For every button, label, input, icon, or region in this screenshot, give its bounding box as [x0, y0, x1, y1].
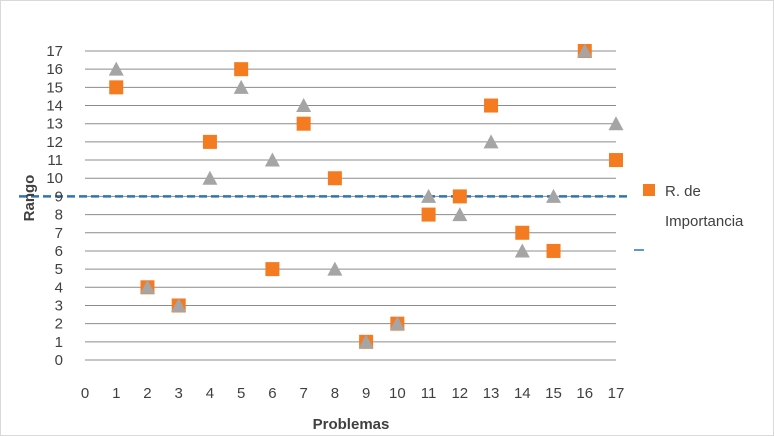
data-point-triangle — [139, 279, 155, 294]
y-tick-label: 13 — [46, 116, 63, 133]
y-tick-label: 8 — [55, 207, 63, 224]
data-point-square — [265, 262, 280, 277]
data-point-triangle — [514, 243, 530, 258]
data-point-triangle — [108, 61, 124, 76]
data-point-triangle — [452, 207, 468, 222]
y-tick-label: 12 — [46, 134, 63, 151]
x-tick-label: 1 — [112, 385, 120, 402]
y-tick-label: 15 — [46, 79, 63, 96]
data-point-triangle — [327, 261, 343, 276]
legend-label-line: R. de — [665, 183, 701, 200]
x-tick-label: 0 — [81, 385, 89, 402]
grid-lines — [85, 50, 616, 361]
data-point-square — [296, 116, 311, 131]
y-axis-title: Rango — [21, 175, 38, 222]
y-tick-label: 3 — [55, 297, 63, 314]
y-tick-label: 4 — [55, 279, 63, 296]
data-point-triangle — [358, 334, 374, 349]
legend-label-line: Importancia — [665, 213, 744, 230]
x-tick-label: 4 — [206, 385, 214, 402]
y-tick-label: 2 — [55, 316, 63, 333]
data-point-square — [609, 153, 623, 168]
y-tick-label: 5 — [55, 261, 63, 278]
x-tick-label: 12 — [451, 385, 468, 402]
y-tick-label: 17 — [46, 43, 63, 60]
x-axis-ticks: 0 1 2 3 4 5 6 7 8 9 10 11 12 13 14 15 16 17 — [81, 385, 625, 402]
data-point-triangle — [421, 188, 437, 203]
x-tick-label: 7 — [299, 385, 307, 402]
y-tick-label: 9 — [55, 188, 63, 205]
data-point-triangle — [483, 134, 499, 149]
x-tick-label: 3 — [175, 385, 183, 402]
y-tick-label: 6 — [55, 243, 63, 260]
data-point-square — [109, 80, 124, 95]
data-point-square — [546, 243, 561, 258]
data-point-square — [421, 207, 436, 222]
data-point-triangle — [577, 43, 593, 58]
data-point-square — [234, 62, 249, 77]
data-point-triangle — [296, 98, 312, 113]
x-tick-label: 15 — [545, 385, 562, 402]
x-tick-label: 16 — [576, 385, 593, 402]
x-tick-label: 8 — [331, 385, 339, 402]
legend: R. de Importancia — [634, 183, 744, 251]
data-point-square — [515, 225, 530, 240]
data-point-square — [452, 189, 467, 204]
data-points — [108, 43, 624, 349]
x-tick-label: 17 — [608, 385, 625, 402]
x-tick-label: 6 — [268, 385, 276, 402]
data-point-square — [202, 134, 217, 149]
data-point-triangle — [171, 297, 187, 312]
data-point-square — [327, 171, 342, 186]
x-tick-label: 9 — [362, 385, 370, 402]
x-tick-label: 10 — [389, 385, 406, 402]
y-tick-label: 16 — [46, 61, 63, 78]
legend-label: R. de Importancia — [665, 183, 744, 230]
x-tick-label: 5 — [237, 385, 245, 402]
data-point-triangle — [546, 188, 562, 203]
y-tick-label: 1 — [55, 334, 63, 351]
data-point-triangle — [202, 170, 218, 185]
data-point-triangle — [608, 116, 624, 131]
x-tick-label: 13 — [483, 385, 500, 402]
x-axis-title: Problemas — [313, 416, 390, 433]
legend-marker-square — [643, 184, 655, 196]
data-point-square — [484, 98, 499, 113]
data-point-triangle — [389, 316, 405, 331]
x-tick-label: 14 — [514, 385, 531, 402]
y-tick-label: 0 — [55, 352, 63, 369]
y-tick-label: 14 — [46, 98, 63, 115]
x-tick-label: 2 — [143, 385, 151, 402]
x-tick-label: 11 — [421, 385, 437, 402]
y-tick-label: 11 — [47, 152, 63, 169]
y-tick-label: 10 — [46, 170, 63, 187]
data-point-triangle — [264, 152, 280, 167]
data-point-triangle — [233, 79, 249, 94]
y-tick-label: 7 — [55, 225, 63, 242]
